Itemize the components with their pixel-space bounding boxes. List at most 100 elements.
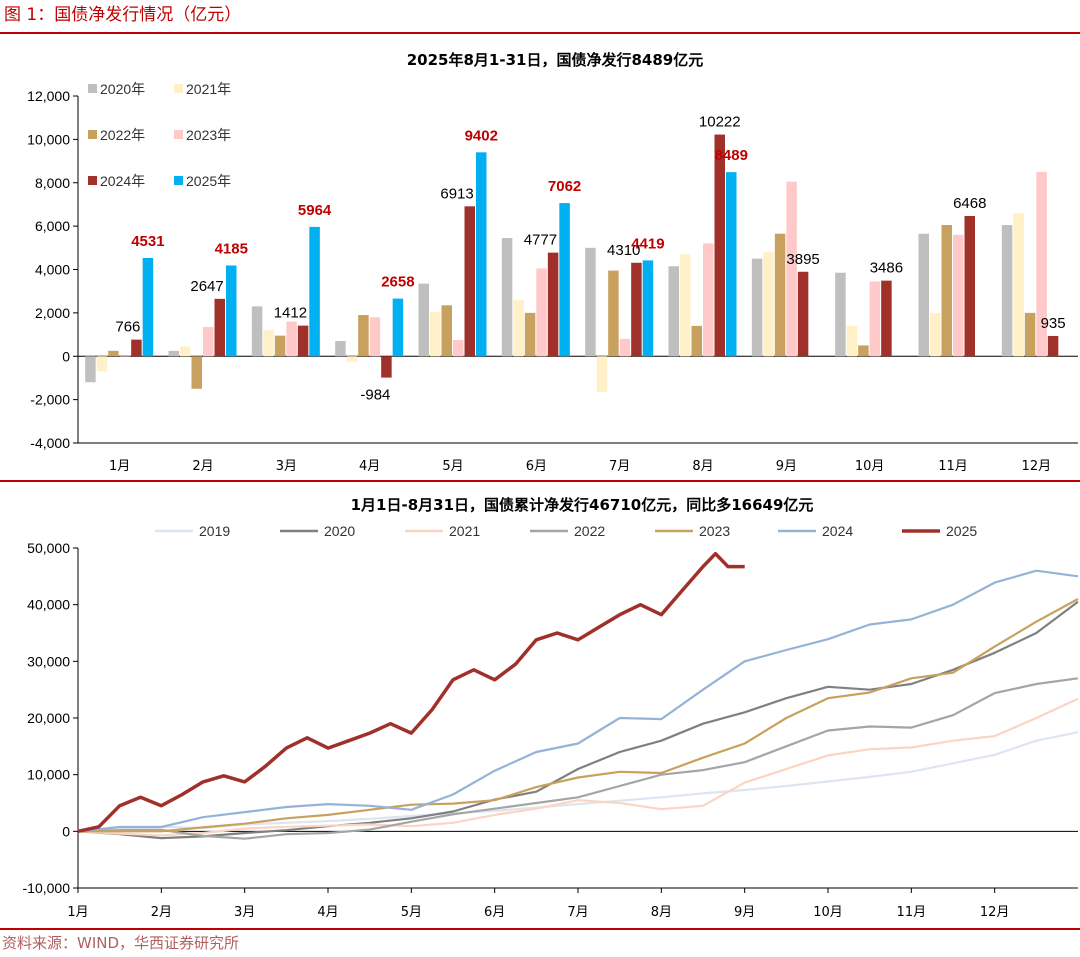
y-tick-label: 30,000: [27, 653, 70, 669]
bar: [726, 172, 737, 357]
bar: [286, 321, 297, 357]
x-tick-label: 12月: [1022, 459, 1052, 474]
bar: [142, 257, 154, 357]
data-label-2025: 4185: [215, 240, 248, 257]
bar: [964, 215, 975, 357]
legend-label: 2020: [324, 523, 355, 539]
legend-swatch: [88, 130, 97, 139]
bar: [881, 280, 892, 357]
y-tick-label: 10,000: [27, 767, 70, 783]
series-line-2023: [78, 598, 1079, 833]
x-tick-label: 8月: [651, 905, 672, 920]
x-tick-label: 4月: [317, 905, 338, 920]
bar: [619, 338, 631, 357]
bar: [263, 330, 274, 357]
bar: [1036, 171, 1047, 357]
x-tick-label: 1月: [67, 905, 88, 920]
legend-swatch: [174, 84, 183, 93]
y-tick-label: 12,000: [27, 88, 70, 104]
x-tick-label: 11月: [897, 905, 927, 920]
data-label-2024: 1412: [274, 305, 307, 322]
data-label-2024: 3895: [786, 251, 819, 268]
y-tick-label: 0: [62, 348, 70, 364]
y-tick-label: 6,000: [35, 218, 70, 234]
data-label-2024: 10222: [699, 114, 741, 131]
bar-chart-title: 2025年8月1-31日，国债净发行8489亿元: [407, 51, 703, 69]
bar: [1047, 335, 1059, 357]
bar: [714, 134, 725, 357]
bar: [203, 326, 214, 357]
x-tick-label: 1月: [109, 459, 130, 474]
middle-rule: [0, 480, 1080, 482]
y-tick-label: 50,000: [27, 540, 70, 556]
x-tick-label: 6月: [526, 459, 547, 474]
legend-label: 2022: [574, 523, 605, 539]
x-tick-label: 3月: [234, 905, 255, 920]
bar: [358, 315, 369, 357]
bar-chart-legend: 2020年 2021年 2022年 2023年 2024年 2025年: [88, 81, 231, 189]
line-chart-title: 1月1日-8月31日，国债累计净发行46710亿元，同比多16649亿元: [351, 496, 814, 514]
data-label-2024: 2647: [190, 278, 223, 295]
legend-swatch: [88, 176, 97, 185]
x-tick-label: 9月: [776, 459, 797, 474]
bar: [763, 252, 774, 357]
x-tick-label: 7月: [609, 459, 630, 474]
x-tick-label: 12月: [980, 905, 1010, 920]
series-line-2024: [77, 569, 1079, 833]
bar: [274, 335, 286, 357]
bar: [191, 356, 202, 389]
source-note: 资料来源：WIND，华西证券研究所: [2, 934, 240, 952]
bar: [119, 356, 131, 357]
x-tick-label: 2月: [151, 905, 172, 920]
legend-label: 2023年: [186, 127, 231, 143]
bar: [774, 233, 786, 357]
bar: [346, 356, 358, 362]
bar: [585, 247, 596, 357]
bar: [251, 306, 263, 357]
bar: [297, 325, 309, 357]
bar: [631, 262, 642, 357]
bar: [1001, 225, 1013, 357]
bar: [85, 356, 96, 383]
bar-chart-axes: -4,000 -2,000 0 2,000 4,000 6,000 8,000 10,000 1…: [27, 88, 1078, 474]
bar: [501, 238, 513, 357]
legend-swatch: [88, 84, 97, 93]
y-tick-label: 20,000: [27, 710, 70, 726]
x-tick-label: 8月: [692, 459, 713, 474]
legend-label: 2024年: [100, 173, 145, 189]
legend-swatch: [174, 176, 183, 185]
legend-label: 2022年: [100, 127, 145, 143]
bar: [1013, 213, 1024, 357]
x-tick-label: 6月: [484, 905, 505, 920]
figure-title: 图 1：国债净发行情况（亿元）: [4, 5, 242, 25]
bar: [180, 346, 191, 357]
bar: [797, 271, 809, 357]
x-tick-label: 3月: [276, 459, 297, 474]
bar: [786, 181, 797, 357]
bar: [369, 317, 381, 357]
bar: [918, 233, 929, 357]
data-label-2024: 766: [115, 319, 140, 336]
y-tick-label: 2,000: [35, 305, 70, 321]
bar: [858, 345, 869, 357]
bar: [309, 226, 320, 357]
bar: [96, 356, 108, 372]
line-chart: 1月1日-8月31日，国债累计净发行46710亿元，同比多16649亿元 201…: [23, 496, 1079, 920]
bar: [869, 281, 881, 357]
bar-chart: 2025年8月1-31日，国债净发行8489亿元 -4,000 -2,000 0 2,…: [27, 51, 1078, 474]
bar: [168, 350, 179, 357]
bar: [668, 266, 679, 357]
x-tick-label: 11月: [938, 459, 968, 474]
line-chart-series: [77, 551, 1079, 840]
data-label-2025: 9402: [465, 127, 498, 144]
legend-label: 2023: [699, 523, 730, 539]
x-tick-label: 5月: [442, 459, 463, 474]
bar: [524, 312, 536, 357]
y-tick-label: 4,000: [35, 262, 70, 278]
bar: [108, 350, 119, 357]
series-line-2025: [77, 551, 745, 834]
bar: [941, 225, 952, 357]
bar: [214, 298, 225, 357]
bar: [131, 339, 142, 357]
bar: [418, 283, 429, 357]
